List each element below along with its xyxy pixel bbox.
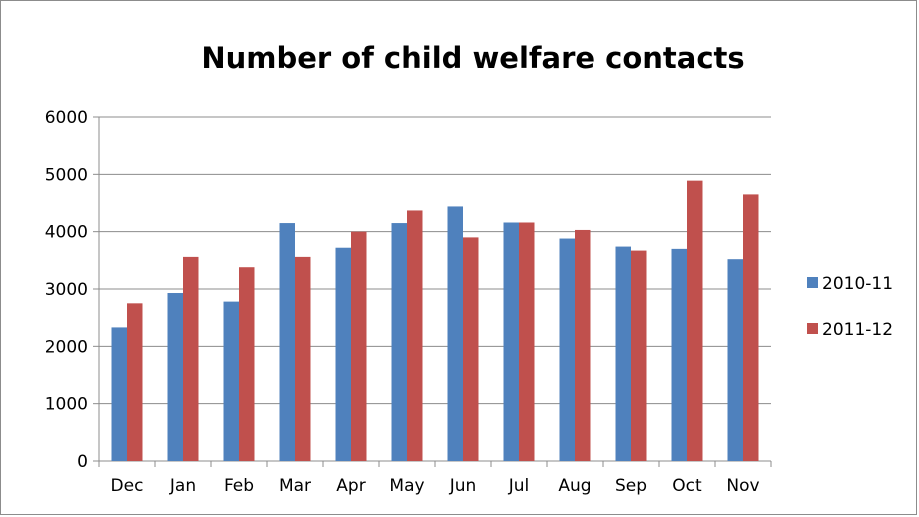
legend-label: 2010-11 xyxy=(822,274,893,294)
bar-2011-12-Aug xyxy=(575,229,591,461)
gridlines xyxy=(99,116,771,405)
bar-2010-11-May xyxy=(391,223,407,461)
x-tick-label: Nov xyxy=(726,476,759,496)
x-tick-label: Oct xyxy=(672,476,702,496)
bar-2011-12-Apr xyxy=(351,231,367,461)
bar-2011-12-May xyxy=(407,210,423,461)
bar-2011-12-Nov xyxy=(743,194,759,461)
y-tick-label: 1000 xyxy=(45,395,88,415)
x-tick-label: Sep xyxy=(615,476,647,496)
x-tick-label: Jun xyxy=(449,476,477,496)
bar-2010-11-Feb xyxy=(223,301,239,461)
x-tick-label: Jul xyxy=(508,476,530,496)
bar-2011-12-Sep xyxy=(631,250,647,461)
axes xyxy=(93,116,772,467)
y-tick-label: 5000 xyxy=(45,165,88,185)
x-tick-label: Jan xyxy=(169,476,196,496)
y-tick-label: 3000 xyxy=(45,280,88,300)
bar-2011-12-Oct xyxy=(687,180,703,461)
bar-2011-12-Mar xyxy=(295,256,311,461)
bar-2011-12-Jul xyxy=(519,222,535,461)
y-tick-label: 0 xyxy=(77,452,88,472)
bar-2011-12-Dec xyxy=(127,303,143,461)
chart-title: Number of child welfare contacts xyxy=(201,41,744,75)
legend: 2010-11 2011-12 xyxy=(807,274,893,340)
tick-labels: 0 1000 2000 3000 4000 5000 6000 Dec Jan Feb Mar Apr… xyxy=(45,108,760,496)
x-tick-label: May xyxy=(389,476,424,496)
legend-label: 2011-12 xyxy=(822,320,893,340)
y-tick-label: 6000 xyxy=(45,108,88,128)
x-tick-label: Apr xyxy=(336,476,365,496)
bar-2010-11-Aug xyxy=(559,238,575,461)
bar-2011-12-Feb xyxy=(239,267,255,461)
bar-2010-11-Apr xyxy=(335,247,351,461)
bar-2010-11-Jul xyxy=(503,222,519,461)
bar-2010-11-Sep xyxy=(615,246,631,461)
bar-2010-11-Jan xyxy=(167,293,183,461)
x-tick-label: Feb xyxy=(224,476,254,496)
bar-2010-11-Jun xyxy=(447,206,463,461)
bar-2010-11-Dec xyxy=(111,327,127,461)
bar-2010-11-Mar xyxy=(279,223,295,461)
legend-swatch xyxy=(807,277,818,288)
bars xyxy=(111,180,759,461)
bar-2010-11-Oct xyxy=(671,248,687,461)
y-tick-label: 4000 xyxy=(45,223,88,243)
bar-2010-11-Nov xyxy=(727,259,743,461)
x-tick-label: Aug xyxy=(558,476,591,496)
x-tick-label: Mar xyxy=(279,476,311,496)
bar-2011-12-Jun xyxy=(463,237,479,461)
legend-swatch xyxy=(807,323,818,334)
y-tick-label: 2000 xyxy=(45,337,88,357)
bar-2011-12-Jan xyxy=(183,256,199,461)
x-tick-label: Dec xyxy=(111,476,144,496)
